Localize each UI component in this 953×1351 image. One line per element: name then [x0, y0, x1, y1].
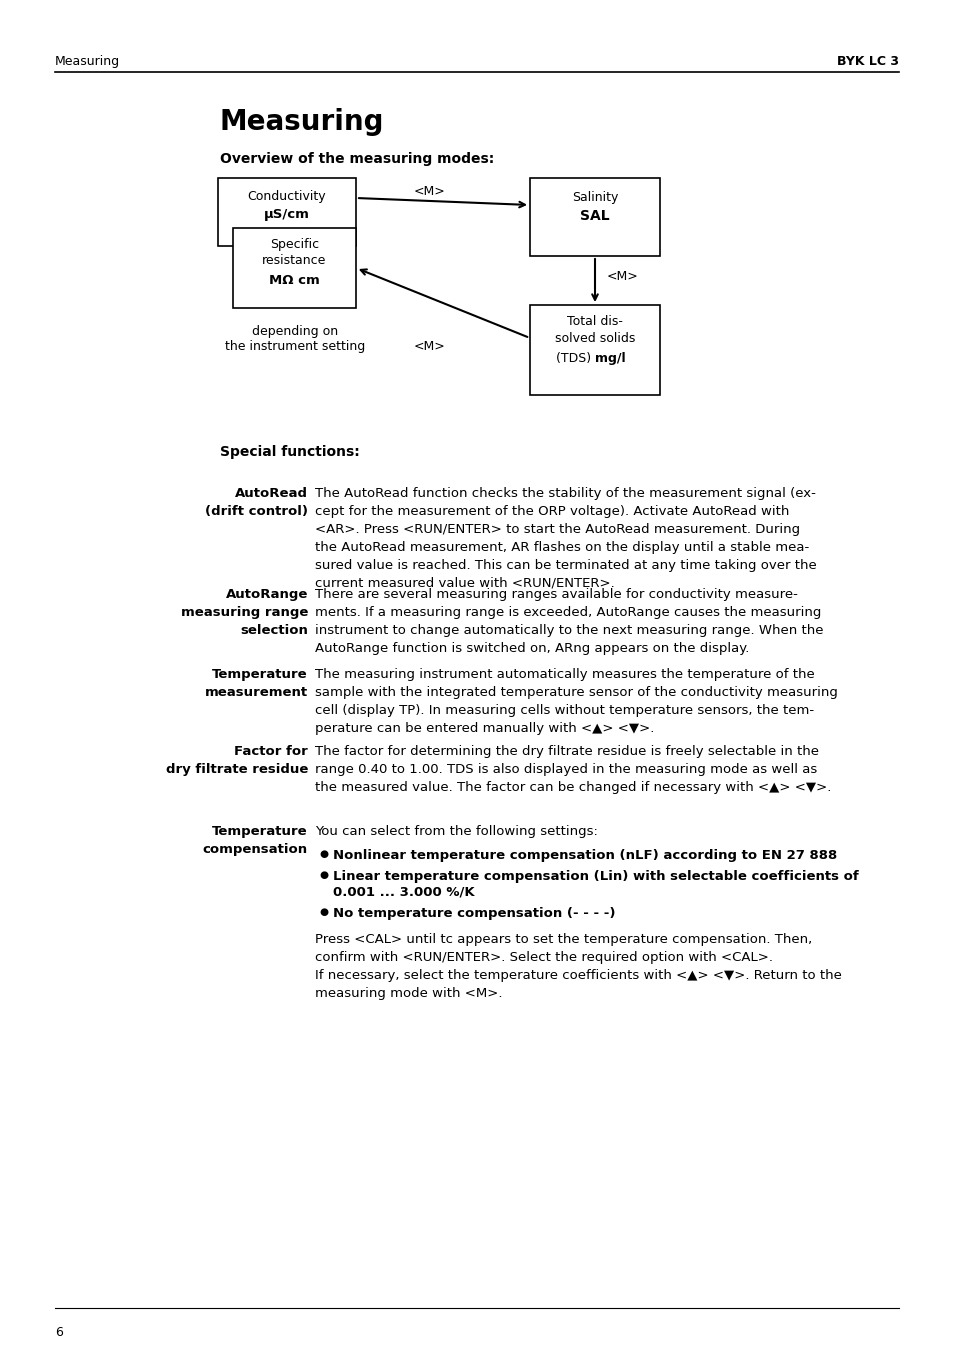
Text: MΩ cm: MΩ cm — [269, 274, 319, 286]
Text: Linear temperature compensation (Lin) with selectable coefficients of: Linear temperature compensation (Lin) wi… — [333, 870, 858, 884]
Bar — [530, 178, 659, 255]
Text: Measuring: Measuring — [220, 108, 384, 136]
Text: the instrument setting: the instrument setting — [225, 340, 365, 353]
Text: Press <CAL> until tc appears to set the temperature compensation. Then,
confirm : Press <CAL> until tc appears to set the … — [314, 932, 841, 1000]
Text: Total dis-: Total dis- — [566, 315, 622, 328]
Bar — [218, 178, 355, 246]
Text: ●: ● — [318, 907, 328, 917]
Text: resistance: resistance — [262, 254, 326, 267]
Text: 0.001 ... 3.000 %/K: 0.001 ... 3.000 %/K — [333, 885, 475, 898]
Text: Temperature
measurement: Temperature measurement — [205, 667, 308, 698]
Text: Overview of the measuring modes:: Overview of the measuring modes: — [220, 153, 494, 166]
Text: Nonlinear temperature compensation (nLF) according to EN 27 888: Nonlinear temperature compensation (nLF)… — [333, 848, 837, 862]
Text: Salinity: Salinity — [571, 190, 618, 204]
Text: Temperature
compensation: Temperature compensation — [203, 825, 308, 857]
Text: There are several measuring ranges available for conductivity measure-
ments. If: There are several measuring ranges avail… — [314, 588, 822, 655]
Bar — [233, 228, 355, 308]
Text: The measuring instrument automatically measures the temperature of the
sample wi: The measuring instrument automatically m… — [314, 667, 837, 735]
Text: μS/cm: μS/cm — [264, 208, 310, 222]
Bar — [530, 305, 659, 394]
Text: The factor for determining the dry filtrate residue is freely selectable in the
: The factor for determining the dry filtr… — [314, 744, 830, 794]
Text: ●: ● — [318, 848, 328, 858]
Text: 6: 6 — [55, 1325, 63, 1339]
Text: SAL: SAL — [579, 209, 609, 223]
Text: Conductivity: Conductivity — [248, 190, 326, 203]
Text: Specific: Specific — [270, 238, 318, 251]
Text: The AutoRead function checks the stability of the measurement signal (ex-
cept f: The AutoRead function checks the stabili… — [314, 486, 816, 590]
Text: <M>: <M> — [414, 340, 445, 353]
Text: Factor for
dry filtrate residue: Factor for dry filtrate residue — [166, 744, 308, 775]
Text: <M>: <M> — [606, 270, 639, 284]
Text: No temperature compensation (- - - -): No temperature compensation (- - - -) — [333, 907, 615, 920]
Text: ●: ● — [318, 870, 328, 880]
Text: BYK LC 3: BYK LC 3 — [836, 55, 898, 68]
Text: You can select from the following settings:: You can select from the following settin… — [314, 825, 598, 838]
Text: AutoRange
measuring range
selection: AutoRange measuring range selection — [180, 588, 308, 638]
Text: (TDS): (TDS) — [556, 353, 595, 365]
Text: mg/l: mg/l — [595, 353, 625, 365]
Text: Special functions:: Special functions: — [220, 444, 359, 459]
Text: AutoRead
(drift control): AutoRead (drift control) — [205, 486, 308, 517]
Text: Measuring: Measuring — [55, 55, 120, 68]
Text: depending on: depending on — [252, 326, 337, 338]
Text: solved solids: solved solids — [555, 332, 635, 345]
Text: <M>: <M> — [414, 185, 445, 199]
